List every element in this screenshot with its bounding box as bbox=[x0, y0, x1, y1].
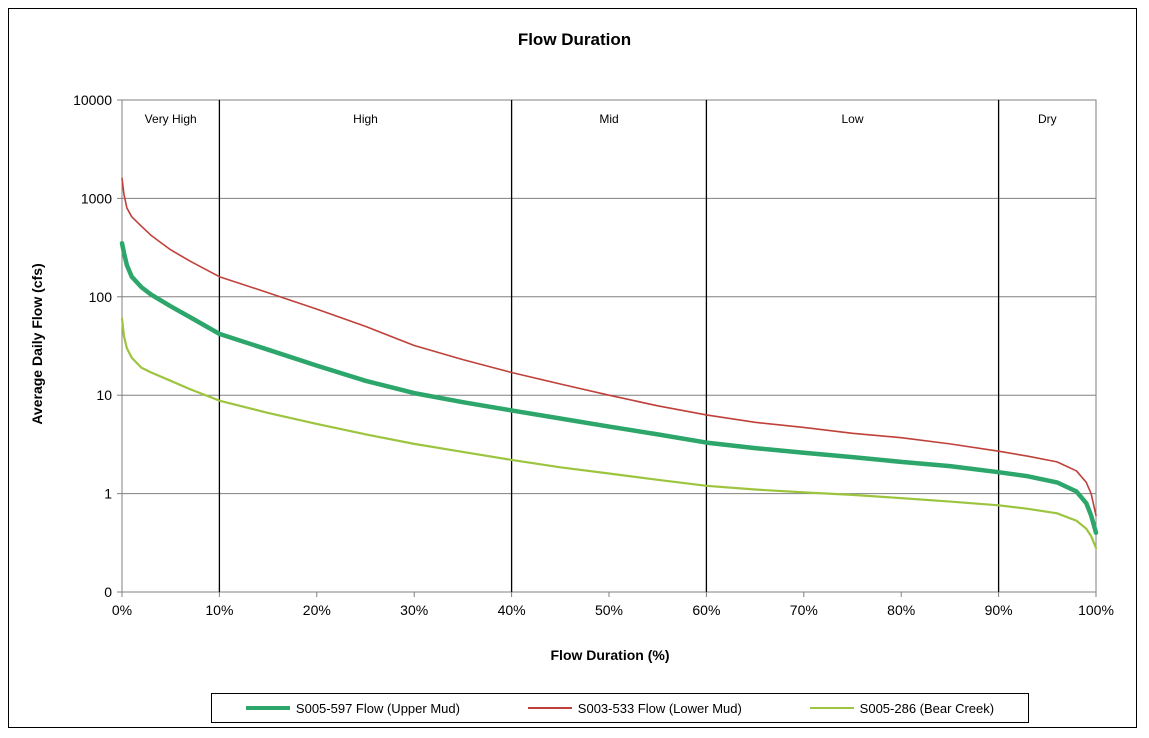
x-tick-label: 20% bbox=[303, 602, 331, 618]
x-tick-label: 100% bbox=[1078, 602, 1114, 618]
chart-title: Flow Duration bbox=[517, 30, 632, 49]
zone-layer: Very High High Mid Low Dry bbox=[145, 100, 1057, 592]
y-tick-label: 1000 bbox=[81, 190, 112, 206]
axis-layer: 0 1 10 100 1000 10000 0% 10% 20% 30% 40% 50% 60% 70% 8… bbox=[73, 92, 1114, 618]
x-tick-label: 90% bbox=[985, 602, 1013, 618]
legend-swatch bbox=[527, 707, 572, 709]
zone-label: Very High bbox=[145, 112, 197, 126]
series-line bbox=[120, 317, 1098, 550]
y-tick-label: 10 bbox=[96, 387, 112, 403]
plot-area bbox=[121, 99, 1097, 593]
zone-label: Low bbox=[841, 112, 863, 126]
x-tick-label: 40% bbox=[498, 602, 526, 618]
series-line bbox=[121, 177, 1097, 517]
x-tick-label: 80% bbox=[887, 602, 915, 618]
x-tick-label: 60% bbox=[692, 602, 720, 618]
zone-label: High bbox=[353, 112, 378, 126]
y-tick-label: 100 bbox=[89, 289, 113, 305]
legend-swatch bbox=[809, 706, 854, 710]
y-tick-label: 0 bbox=[104, 584, 112, 600]
legend: S005-597 Flow (Upper Mud) S003-533 Flow (… bbox=[211, 693, 1029, 723]
zone-label: Dry bbox=[1038, 112, 1057, 126]
x-tick-label: 10% bbox=[205, 602, 233, 618]
x-axis-label: Flow Duration (%) bbox=[551, 647, 670, 663]
x-tick-label: 0% bbox=[112, 602, 132, 618]
legend-label: S003-533 Flow (Lower Mud) bbox=[577, 700, 742, 716]
y-axis-label: Average Daily Flow (cfs) bbox=[29, 263, 45, 424]
legend-entry: S003-533 Flow (Lower Mud) bbox=[527, 700, 742, 716]
series-layer bbox=[119, 177, 1099, 550]
y-tick-label: 1 bbox=[104, 486, 112, 502]
x-tick-label: 70% bbox=[790, 602, 818, 618]
zone-label: Mid bbox=[599, 112, 618, 126]
legend-swatch bbox=[245, 705, 290, 711]
legend-entry: S005-597 Flow (Upper Mud) bbox=[245, 700, 460, 716]
legend-entry: S005-286 (Bear Creek) bbox=[809, 700, 995, 716]
x-tick-label: 30% bbox=[400, 602, 428, 618]
x-tick-label: 50% bbox=[595, 602, 623, 618]
grid-layer bbox=[122, 197, 1096, 495]
legend-label: S005-597 Flow (Upper Mud) bbox=[295, 700, 460, 716]
y-tick-label: 10000 bbox=[73, 92, 112, 108]
series-line bbox=[119, 241, 1099, 536]
legend-label: S005-286 (Bear Creek) bbox=[859, 700, 995, 716]
